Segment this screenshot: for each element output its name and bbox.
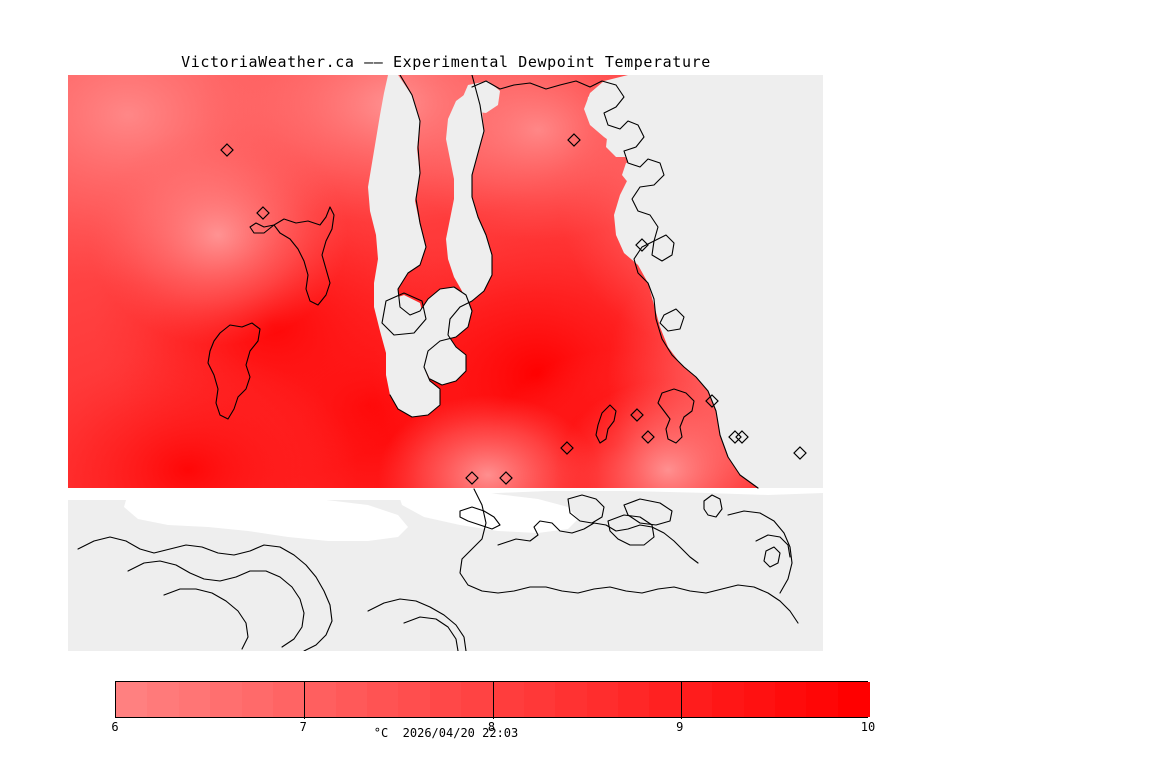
colorbar-band bbox=[429, 682, 462, 717]
map-canvas[interactable] bbox=[68, 75, 823, 651]
colorbar-band bbox=[398, 682, 431, 717]
station-markers[interactable] bbox=[220, 133, 807, 485]
colorbar-band bbox=[523, 682, 556, 717]
colorbar-band bbox=[555, 682, 588, 717]
colorbar-band bbox=[335, 682, 368, 717]
colorbar-band bbox=[837, 682, 870, 717]
station-marker[interactable] bbox=[465, 471, 479, 485]
colorbar-band bbox=[586, 682, 619, 717]
station-marker[interactable] bbox=[735, 430, 749, 444]
colorbar-tick bbox=[680, 682, 682, 719]
colorbar-band bbox=[743, 682, 776, 717]
colorbar-band bbox=[304, 682, 337, 717]
colorbar-band bbox=[774, 682, 807, 717]
colorbar[interactable]: 6 7 8 9 10 bbox=[111, 681, 875, 734]
colorbar-tick bbox=[304, 682, 306, 719]
colorbar-band bbox=[806, 682, 839, 717]
map-panel[interactable] bbox=[68, 75, 823, 651]
station-marker[interactable] bbox=[499, 471, 513, 485]
colorbar-band bbox=[712, 682, 745, 717]
station-marker[interactable] bbox=[630, 408, 644, 422]
colorbar-tick-label: 6 bbox=[111, 720, 119, 734]
coastlines bbox=[77, 75, 799, 651]
station-marker[interactable] bbox=[728, 430, 742, 444]
colorbar-band bbox=[178, 682, 211, 717]
station-marker[interactable] bbox=[220, 143, 234, 157]
colorbar-band bbox=[680, 682, 713, 717]
station-marker[interactable] bbox=[635, 238, 649, 252]
station-marker[interactable] bbox=[641, 430, 655, 444]
colorbar-tick bbox=[492, 682, 494, 719]
colorbar-band bbox=[649, 682, 682, 717]
colorbar-band bbox=[618, 682, 650, 717]
colorbar-band bbox=[272, 682, 305, 717]
colorbar-tick-label: 8 bbox=[487, 720, 496, 734]
colorbar-gradient bbox=[115, 681, 870, 719]
station-marker[interactable] bbox=[793, 446, 807, 460]
colorbar-band bbox=[116, 682, 148, 717]
colorbar-band bbox=[492, 682, 525, 717]
station-marker[interactable] bbox=[256, 206, 270, 220]
station-marker[interactable] bbox=[705, 394, 719, 408]
colorbar-band bbox=[210, 682, 243, 717]
colorbar-tick-label: 10 bbox=[860, 720, 876, 734]
colorbar-band bbox=[241, 682, 274, 717]
colorbar-band bbox=[147, 682, 180, 717]
station-marker[interactable] bbox=[567, 133, 581, 147]
colorbar-band bbox=[461, 682, 494, 717]
colorbar-band bbox=[367, 682, 399, 717]
station-marker[interactable] bbox=[560, 441, 574, 455]
colorbar-tick-label: 7 bbox=[299, 720, 307, 734]
colorbar-tick-label: 9 bbox=[676, 720, 684, 734]
page-title: VictoriaWeather.ca —— Experimental Dewpo… bbox=[181, 53, 711, 71]
colorbar-units-label: °C 2026/04/20 22:03 bbox=[373, 726, 519, 740]
